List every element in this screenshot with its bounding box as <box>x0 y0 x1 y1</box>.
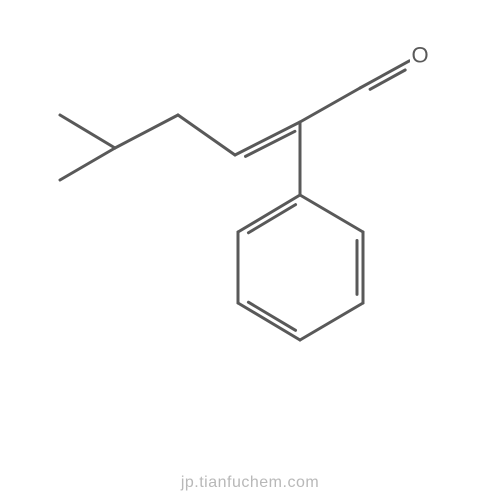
atoms-layer: O <box>410 43 430 68</box>
canvas-bg <box>0 0 500 500</box>
chemical-structure-canvas: O <box>0 0 500 500</box>
atom-label: O <box>411 43 428 68</box>
